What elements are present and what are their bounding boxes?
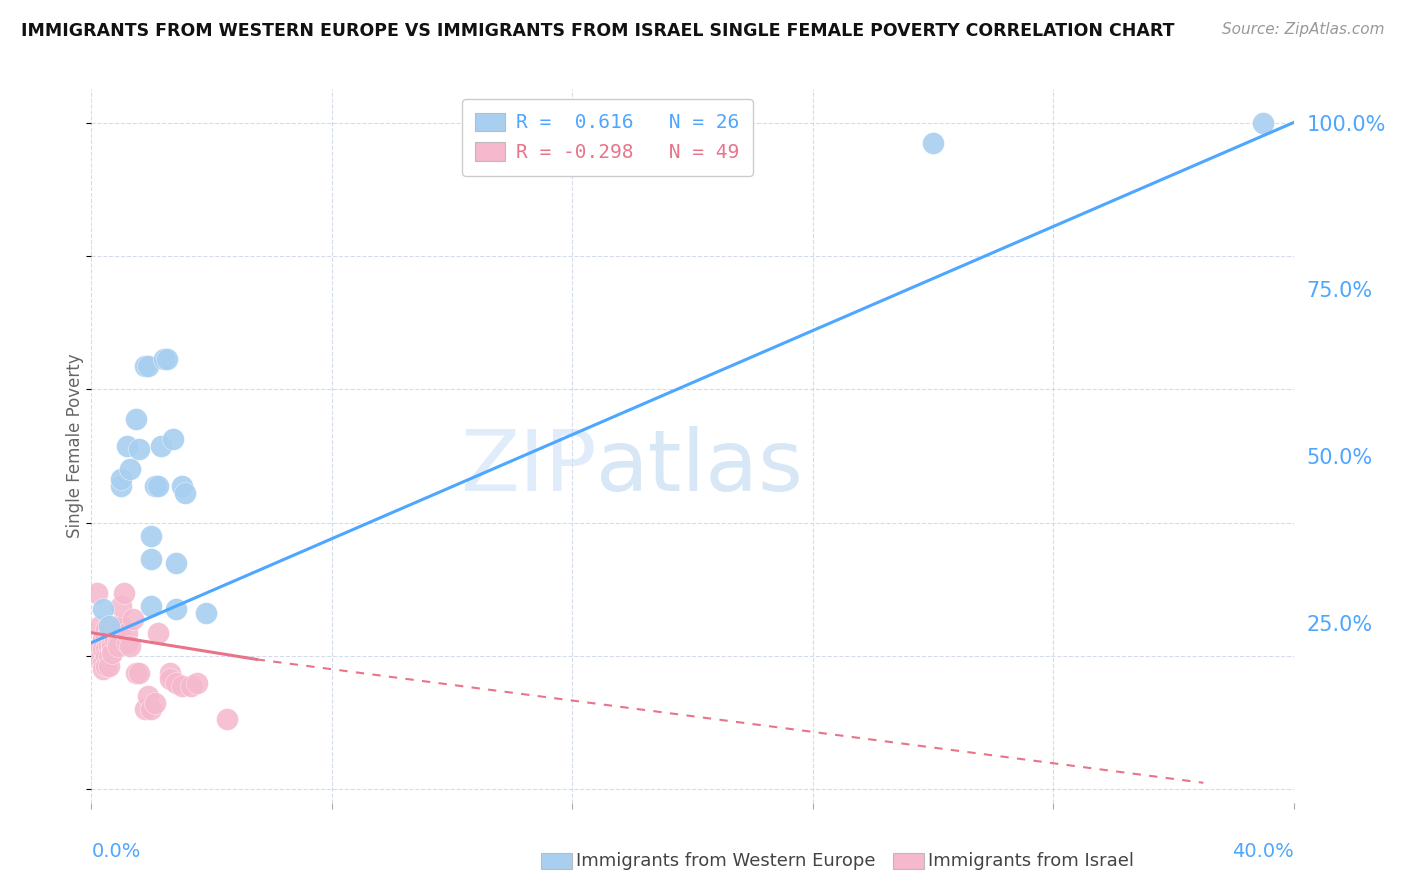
- Point: [110, 472, 132, 486]
- Point: [125, 412, 148, 426]
- Point: [89, 652, 111, 666]
- Point: [86, 585, 108, 599]
- Point: [110, 599, 132, 613]
- Point: [180, 679, 202, 693]
- Text: atlas: atlas: [596, 425, 804, 509]
- Text: 0.0%: 0.0%: [91, 842, 141, 861]
- Point: [96, 642, 118, 657]
- Text: 40.0%: 40.0%: [1232, 842, 1294, 861]
- Point: [165, 602, 187, 616]
- Point: [170, 479, 193, 493]
- Point: [141, 599, 163, 613]
- Point: [98, 639, 121, 653]
- Point: [104, 632, 127, 647]
- Point: [101, 646, 124, 660]
- Point: [165, 675, 187, 690]
- Text: IMMIGRANTS FROM WESTERN EUROPE VS IMMIGRANTS FROM ISRAEL SINGLE FEMALE POVERTY C: IMMIGRANTS FROM WESTERN EUROPE VS IMMIGR…: [21, 22, 1174, 40]
- Point: [146, 479, 169, 493]
- Point: [186, 675, 208, 690]
- Point: [96, 649, 118, 664]
- Point: [149, 439, 172, 453]
- Point: [93, 642, 115, 657]
- Point: [117, 625, 139, 640]
- Point: [141, 552, 163, 566]
- Point: [110, 479, 132, 493]
- Point: [98, 649, 121, 664]
- Point: [96, 632, 118, 647]
- Point: [98, 632, 121, 647]
- Point: [146, 625, 169, 640]
- Point: [501, 136, 523, 150]
- Point: [93, 656, 115, 670]
- Point: [93, 632, 115, 647]
- Legend: R =  0.616   N = 26, R = -0.298   N = 49: R = 0.616 N = 26, R = -0.298 N = 49: [461, 99, 754, 176]
- Point: [159, 673, 181, 687]
- Point: [134, 702, 156, 716]
- Point: [1253, 115, 1275, 129]
- Point: [96, 659, 118, 673]
- Point: [141, 529, 163, 543]
- Point: [128, 665, 150, 680]
- Point: [143, 479, 166, 493]
- Point: [107, 639, 129, 653]
- Point: [107, 625, 129, 640]
- Point: [162, 433, 184, 447]
- Point: [128, 442, 150, 457]
- Text: Source: ZipAtlas.com: Source: ZipAtlas.com: [1222, 22, 1385, 37]
- Point: [215, 713, 238, 727]
- Point: [173, 485, 195, 500]
- Point: [117, 439, 139, 453]
- Point: [98, 619, 121, 633]
- Point: [143, 696, 166, 710]
- Point: [125, 665, 148, 680]
- Point: [170, 679, 193, 693]
- Point: [101, 639, 124, 653]
- Point: [101, 642, 124, 657]
- Point: [152, 352, 174, 367]
- Text: Immigrants from Western Europe: Immigrants from Western Europe: [576, 852, 876, 870]
- Point: [138, 689, 160, 703]
- Point: [122, 612, 145, 626]
- Point: [89, 639, 111, 653]
- Point: [117, 636, 139, 650]
- Point: [93, 602, 115, 616]
- Point: [141, 702, 163, 716]
- Text: Immigrants from Israel: Immigrants from Israel: [928, 852, 1135, 870]
- Point: [104, 625, 127, 640]
- Point: [98, 659, 121, 673]
- Point: [194, 606, 217, 620]
- Point: [120, 639, 142, 653]
- Point: [110, 619, 132, 633]
- Text: ZIP: ZIP: [460, 425, 596, 509]
- Point: [165, 556, 187, 570]
- Y-axis label: Single Female Poverty: Single Female Poverty: [66, 354, 84, 538]
- Point: [138, 359, 160, 373]
- Point: [120, 462, 142, 476]
- Point: [96, 623, 118, 637]
- Point: [159, 665, 181, 680]
- Point: [104, 619, 127, 633]
- Point: [93, 662, 115, 676]
- Point: [107, 632, 129, 647]
- Point: [114, 585, 136, 599]
- Point: [922, 136, 945, 150]
- Point: [155, 352, 177, 367]
- Point: [89, 619, 111, 633]
- Point: [134, 359, 156, 373]
- Point: [98, 625, 121, 640]
- Point: [101, 636, 124, 650]
